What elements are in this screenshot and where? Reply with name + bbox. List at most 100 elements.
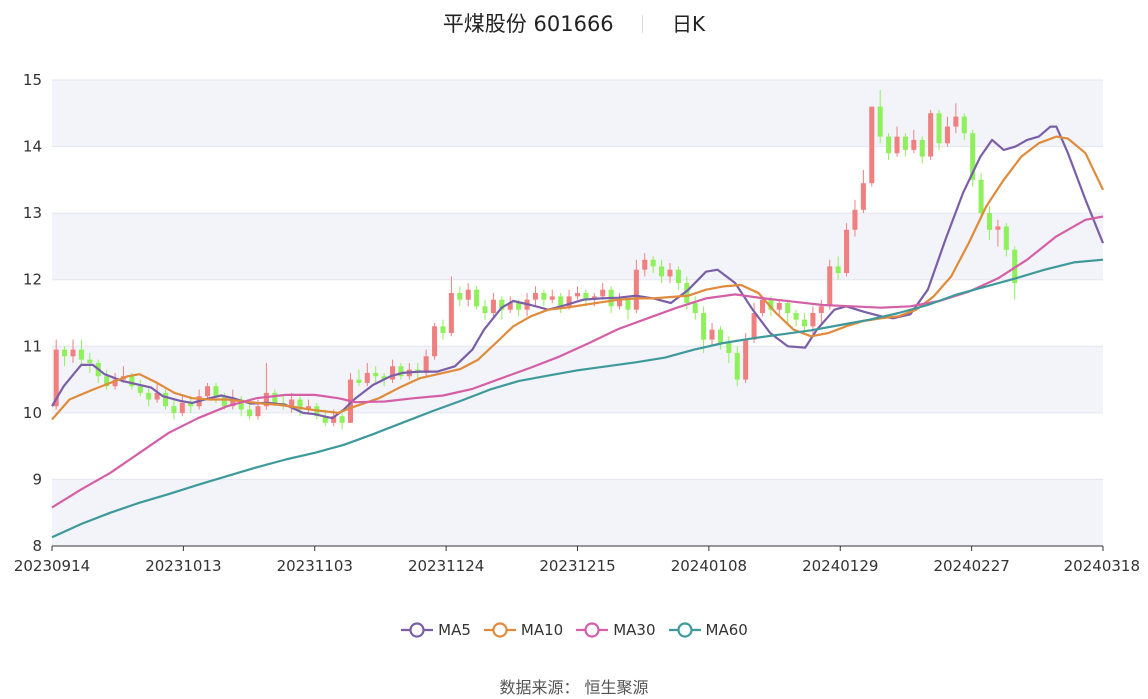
- legend-marker-icon: [483, 622, 516, 638]
- candle: [911, 139, 917, 150]
- plot-band: [52, 213, 1103, 280]
- candle: [230, 399, 236, 407]
- plot-band: [52, 80, 1103, 147]
- candle: [364, 372, 370, 383]
- y-tick-label: 15: [23, 71, 42, 89]
- candle: [928, 113, 934, 157]
- candle: [659, 266, 665, 277]
- candle: [305, 406, 311, 410]
- x-tick-label: 20231124: [408, 557, 484, 575]
- candle: [785, 303, 791, 313]
- legend-item-ma60[interactable]: MA60: [668, 621, 748, 639]
- candle: [894, 136, 900, 154]
- candle: [650, 259, 656, 267]
- x-tick-label: 20240318: [1064, 557, 1140, 575]
- x-tick-label: 20231013: [145, 557, 221, 575]
- y-tick-label: 9: [32, 470, 42, 488]
- candle: [381, 376, 387, 380]
- legend: MA5 MA10 MA30 MA60: [0, 621, 1148, 639]
- candle: [339, 416, 345, 423]
- candle: [633, 269, 639, 310]
- candle: [490, 299, 496, 313]
- candle: [810, 313, 816, 327]
- header-separator: [642, 15, 644, 33]
- stock-name: 平煤股份: [442, 12, 527, 36]
- legend-label: MA10: [520, 621, 564, 639]
- candle: [154, 392, 160, 400]
- candle: [692, 303, 698, 313]
- candle: [129, 376, 135, 387]
- candle: [625, 299, 631, 310]
- candle: [986, 213, 993, 230]
- candle: [171, 406, 177, 413]
- legend-marker-icon: [576, 622, 609, 638]
- candle: [104, 376, 110, 387]
- candle: [146, 392, 152, 400]
- candle: [743, 339, 749, 380]
- x-tick-label: 20240129: [802, 557, 878, 575]
- candle: [373, 372, 379, 377]
- candle: [541, 293, 547, 300]
- plot-band: [52, 346, 1103, 413]
- legend-item-ma30[interactable]: MA30: [575, 621, 656, 639]
- legend-marker-icon: [668, 622, 701, 638]
- candle: [297, 399, 303, 410]
- candle: [70, 349, 76, 357]
- candle: [970, 133, 976, 180]
- candle: [137, 386, 143, 393]
- candle: [465, 289, 471, 300]
- y-tick-label: 11: [23, 337, 42, 355]
- candle: [112, 379, 118, 387]
- candle: [289, 399, 295, 407]
- candle: [827, 266, 833, 307]
- legend-item-ma5[interactable]: MA5: [400, 621, 471, 639]
- ma-line-ma10: [51, 135, 1104, 421]
- ma-lines: [51, 125, 1105, 539]
- candle: [78, 349, 84, 360]
- candle: [566, 296, 572, 307]
- candle: [263, 392, 269, 407]
- source-name: 恒生聚源: [584, 678, 649, 697]
- candle: [835, 266, 841, 274]
- candle: [776, 303, 782, 310]
- candles: [53, 89, 1018, 430]
- candle: [844, 229, 850, 274]
- candle: [675, 269, 681, 284]
- candle: [751, 313, 757, 340]
- candle: [919, 139, 925, 157]
- candle: [213, 386, 219, 397]
- candle: [62, 349, 68, 357]
- candle: [499, 299, 505, 310]
- candle: [574, 293, 581, 297]
- candle: [667, 269, 673, 277]
- legend-item-ma10[interactable]: MA10: [483, 621, 563, 639]
- candle: [869, 106, 875, 184]
- candle: [390, 366, 396, 380]
- candle: [272, 392, 278, 403]
- gridlines: [52, 79, 1103, 547]
- candle: [961, 116, 967, 134]
- candle: [331, 416, 337, 423]
- candle: [717, 329, 723, 343]
- x-tick-label: 20240227: [933, 557, 1009, 575]
- candle: [583, 293, 589, 300]
- period-label[interactable]: 日K: [672, 12, 706, 36]
- candle: [768, 299, 774, 310]
- x-tick-label: 20231215: [539, 557, 615, 575]
- candle: [978, 179, 984, 214]
- candle: [448, 293, 454, 333]
- candle: [936, 113, 942, 144]
- legend-marker-icon: [401, 622, 434, 638]
- candle: [87, 359, 93, 363]
- candle: [860, 183, 866, 210]
- candle: [516, 303, 522, 310]
- candle: [852, 209, 858, 230]
- candle: [617, 299, 623, 307]
- candle: [1003, 226, 1009, 250]
- candle: [886, 136, 892, 154]
- candle: [356, 379, 362, 383]
- candle: [398, 366, 404, 377]
- candlestick-chart: 8 9 10 11 12 13 14 15 20230914 20231013 20231103 20…: [14, 71, 1140, 575]
- chart-header: 平煤股份 601666 日K: [0, 8, 1148, 38]
- ma-line-ma60: [51, 258, 1104, 539]
